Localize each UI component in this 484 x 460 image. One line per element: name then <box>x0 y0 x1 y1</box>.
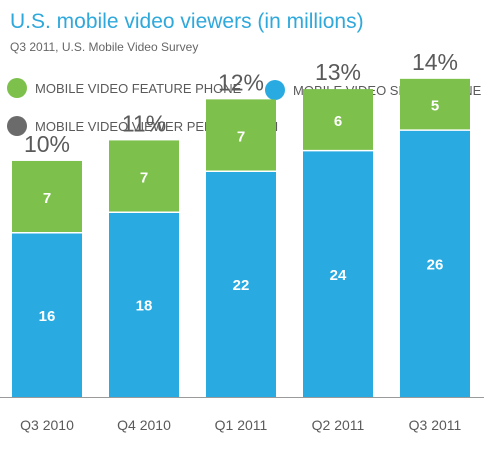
x-tick-label: Q1 2011 <box>215 417 268 433</box>
penetration-label: 10% <box>24 131 70 157</box>
x-tick-label: Q4 2010 <box>117 417 171 433</box>
smartphone-value-label: 18 <box>136 298 153 315</box>
x-tick-label: Q3 2011 <box>409 417 462 433</box>
penetration-label: 12% <box>218 69 264 95</box>
x-tick-label: Q2 2011 <box>312 417 365 433</box>
smartphone-bar <box>109 212 179 397</box>
x-tick-label: Q3 2010 <box>20 417 74 433</box>
feature-phone-bar <box>12 160 82 233</box>
feature-phone-bar <box>400 78 470 131</box>
feature-phone-value-label: 7 <box>43 190 51 207</box>
legend-label: MOBILE VIDEO FEATURE PHONE <box>35 80 242 96</box>
smartphone-value-label: 22 <box>233 277 250 294</box>
feature-phone-bar <box>109 140 179 213</box>
blue-dot-icon <box>265 80 285 100</box>
green-dot-icon <box>7 78 27 98</box>
penetration-label: 14% <box>412 49 458 75</box>
feature-phone-value-label: 5 <box>431 98 439 115</box>
smartphone-bar <box>206 171 276 397</box>
feature-phone-bar <box>303 89 373 151</box>
chart-title: U.S. mobile video viewers (in millions) <box>10 10 364 33</box>
feature-phone-value-label: 6 <box>334 113 342 130</box>
smartphone-value-label: 16 <box>39 308 56 325</box>
feature-phone-value-label: 7 <box>237 128 245 145</box>
smartphone-value-label: 24 <box>330 267 347 284</box>
smartphone-bar <box>400 130 470 397</box>
smartphone-value-label: 26 <box>427 257 444 274</box>
feature-phone-value-label: 7 <box>140 169 148 186</box>
feature-phone-bar <box>206 99 276 172</box>
legend-item-feature-phone: MOBILE VIDEO FEATURE PHONE <box>7 78 241 98</box>
penetration-label: 11% <box>122 110 166 136</box>
smartphone-bar <box>12 232 82 397</box>
penetration-label: 13% <box>315 59 361 85</box>
smartphone-bar <box>303 150 373 397</box>
gray-dot-icon <box>7 116 27 136</box>
chart-subtitle: Q3 2011, U.S. Mobile Video Survey <box>10 40 199 54</box>
